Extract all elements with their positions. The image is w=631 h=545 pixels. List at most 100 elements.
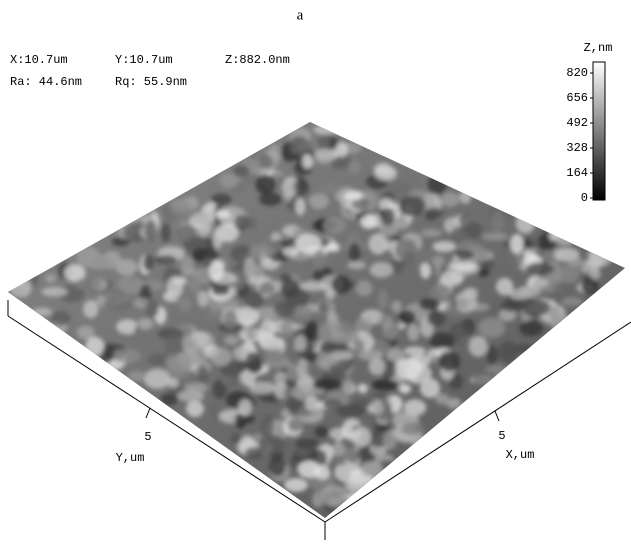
- grain: [468, 335, 488, 357]
- grain: [312, 492, 324, 508]
- grain: [353, 339, 365, 355]
- grain: [432, 241, 456, 253]
- grain: [261, 336, 285, 350]
- grain: [396, 361, 418, 381]
- grain: [427, 173, 448, 195]
- grain: [74, 277, 102, 291]
- grain: [355, 280, 373, 297]
- header-text: X:10.7um: [10, 53, 68, 67]
- grain: [258, 434, 286, 456]
- grain: [280, 279, 300, 298]
- grain: [335, 141, 349, 158]
- grain: [295, 448, 309, 457]
- surface-texture: [8, 122, 613, 518]
- grain: [374, 380, 396, 390]
- grain: [441, 192, 460, 207]
- grain: [322, 217, 346, 234]
- grain: [568, 257, 585, 267]
- grain: [58, 284, 85, 303]
- grain: [187, 278, 202, 291]
- colorbar: [592, 61, 606, 201]
- grain: [208, 260, 224, 281]
- grain: [429, 331, 455, 351]
- grain: [455, 297, 470, 311]
- grain: [117, 275, 145, 294]
- grain: [448, 262, 477, 271]
- grain: [119, 333, 131, 344]
- grain: [126, 370, 147, 382]
- grain: [332, 441, 345, 457]
- grain: [169, 198, 190, 212]
- grain: [112, 348, 141, 364]
- grain: [51, 311, 71, 327]
- grain: [177, 390, 205, 403]
- grain: [489, 304, 502, 316]
- grain: [291, 305, 314, 320]
- grain: [295, 198, 306, 216]
- grain: [296, 358, 309, 378]
- grain: [304, 395, 320, 412]
- grain: [105, 261, 118, 270]
- grain: [533, 278, 550, 288]
- grain: [342, 377, 354, 394]
- grain: [111, 237, 130, 247]
- grain: [224, 335, 240, 345]
- grain: [232, 306, 260, 327]
- grain: [64, 264, 86, 282]
- grain: [76, 325, 95, 340]
- grain: [31, 307, 53, 317]
- grain: [379, 165, 393, 175]
- grain: [394, 238, 418, 260]
- grain: [280, 318, 294, 339]
- grain: [354, 317, 373, 335]
- grain: [553, 247, 580, 262]
- grain: [299, 281, 327, 292]
- grain: [377, 289, 389, 310]
- grain: [99, 288, 126, 299]
- grain: [331, 331, 350, 345]
- grain: [491, 210, 506, 233]
- header-text: Z:882.0nm: [225, 53, 290, 67]
- grain: [176, 224, 195, 243]
- grain: [143, 254, 154, 271]
- grain: [187, 195, 198, 210]
- grain: [286, 396, 301, 413]
- grain: [559, 263, 580, 284]
- grain: [115, 259, 138, 276]
- grain: [435, 393, 450, 405]
- grain: [398, 196, 426, 217]
- grain: [232, 346, 251, 361]
- grain: [312, 379, 337, 390]
- grain: [427, 310, 446, 327]
- grain: [374, 391, 388, 402]
- grain: [258, 416, 275, 438]
- grain: [525, 263, 554, 276]
- grain: [116, 319, 139, 335]
- grain: [191, 211, 212, 226]
- grain: [166, 276, 183, 298]
- grain: [303, 122, 316, 130]
- grain: [258, 154, 273, 169]
- grain: [510, 233, 524, 254]
- grain: [223, 309, 238, 330]
- grain: [245, 351, 261, 373]
- grain: [581, 277, 599, 295]
- grain: [258, 282, 276, 295]
- grain: [211, 284, 230, 296]
- header-text: Y:10.7um: [115, 53, 173, 67]
- grain: [234, 214, 249, 232]
- grain: [287, 417, 305, 432]
- grain: [294, 334, 307, 352]
- grain: [41, 287, 68, 297]
- grain: [178, 297, 191, 312]
- grain: [398, 310, 416, 326]
- grain: [293, 179, 310, 198]
- grain: [347, 261, 367, 270]
- colorbar-tick-label: 164: [566, 166, 588, 180]
- grain: [339, 394, 351, 405]
- grain: [211, 193, 232, 206]
- grain: [382, 319, 399, 341]
- grain: [439, 270, 464, 287]
- y-tick-label: 5: [144, 430, 151, 444]
- grain: [238, 399, 252, 416]
